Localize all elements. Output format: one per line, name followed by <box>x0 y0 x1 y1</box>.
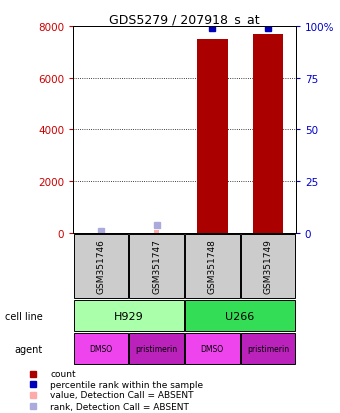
Bar <box>98 232 104 233</box>
Bar <box>74 235 128 299</box>
Bar <box>129 333 184 365</box>
Bar <box>129 235 184 299</box>
Bar <box>74 300 184 332</box>
Text: DMSO: DMSO <box>89 344 113 354</box>
Text: GSM351748: GSM351748 <box>208 239 217 294</box>
Text: rank, Detection Call = ABSENT: rank, Detection Call = ABSENT <box>50 402 189 411</box>
Bar <box>185 300 295 332</box>
Text: GSM351747: GSM351747 <box>152 239 161 294</box>
Text: H929: H929 <box>114 311 143 321</box>
Bar <box>241 333 295 365</box>
Bar <box>197 40 227 233</box>
Text: GSM351746: GSM351746 <box>97 239 105 294</box>
Text: percentile rank within the sample: percentile rank within the sample <box>50 380 203 389</box>
Text: agent: agent <box>14 344 42 354</box>
Text: DMSO: DMSO <box>201 344 224 354</box>
Text: GSM351749: GSM351749 <box>264 239 272 294</box>
Text: pristimerin: pristimerin <box>247 344 289 354</box>
Text: cell line: cell line <box>5 311 42 321</box>
Bar <box>185 333 240 365</box>
Text: pristimerin: pristimerin <box>136 344 178 354</box>
Bar <box>241 235 295 299</box>
Text: value, Detection Call = ABSENT: value, Detection Call = ABSENT <box>50 390 193 399</box>
Title: GDS5279 / 207918_s_at: GDS5279 / 207918_s_at <box>109 13 260 26</box>
Bar <box>154 230 159 233</box>
Bar <box>74 333 128 365</box>
Bar <box>253 35 283 233</box>
Bar <box>185 235 240 299</box>
Text: U266: U266 <box>225 311 255 321</box>
Text: count: count <box>50 370 76 379</box>
